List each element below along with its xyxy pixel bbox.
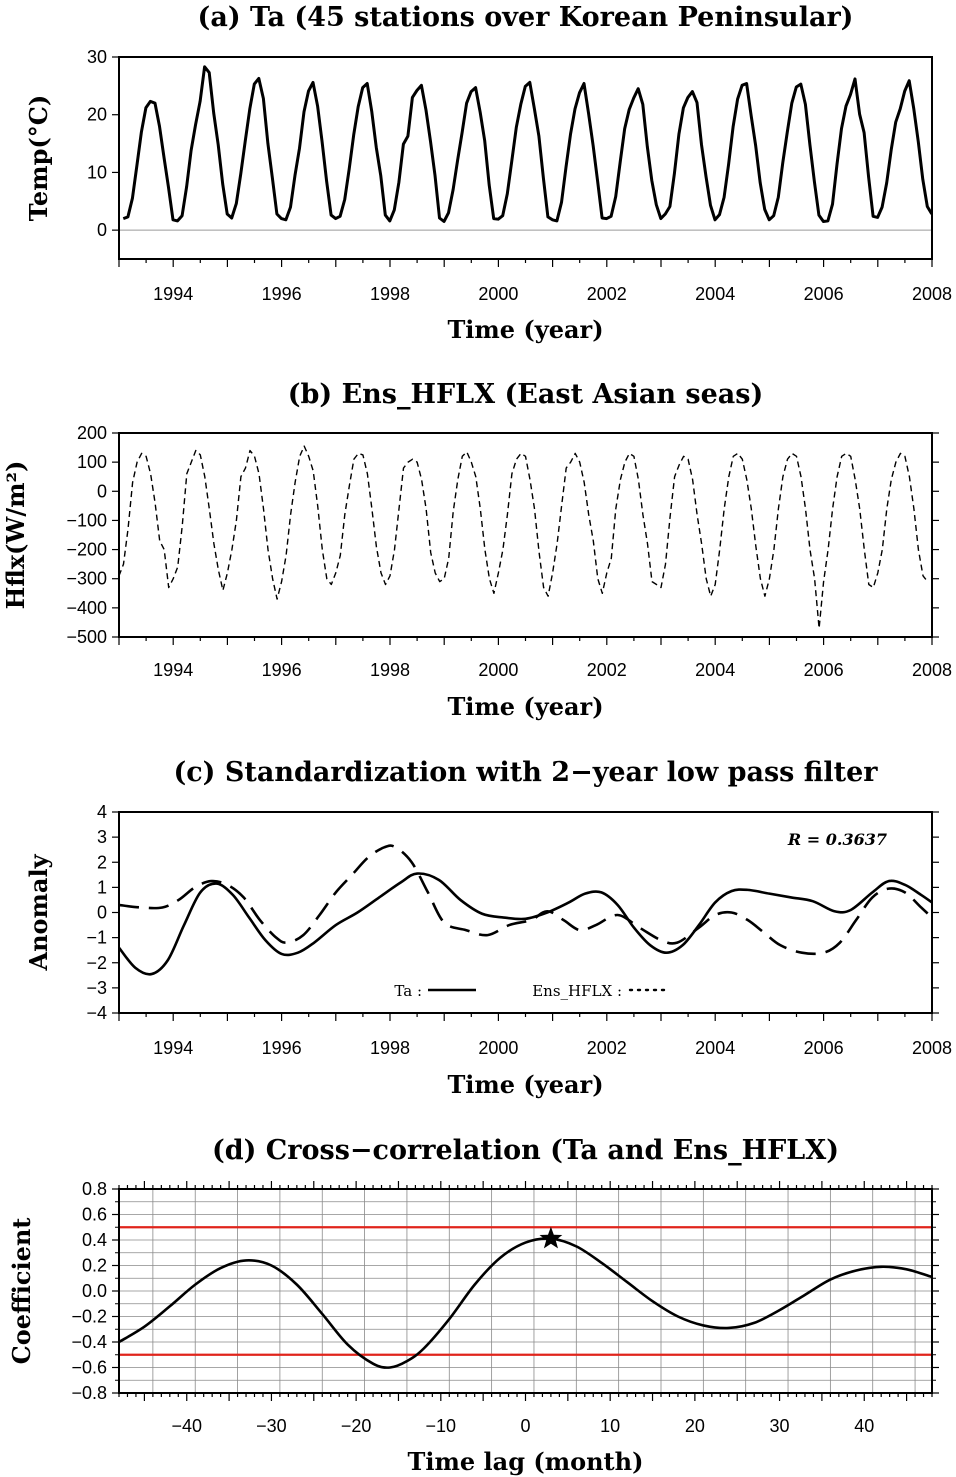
x-tick-label: 10	[600, 1416, 620, 1436]
series-line-ens-hflx	[118, 445, 929, 629]
x-tick-label: 2004	[695, 1038, 735, 1058]
y-tick-label: −2	[86, 953, 107, 973]
y-tick-label: −0.8	[71, 1383, 107, 1403]
plot-frame	[118, 432, 933, 638]
y-tick-label: −0.4	[71, 1332, 107, 1352]
x-tick-label: 20	[685, 1416, 705, 1436]
x-tick-label: 30	[770, 1416, 790, 1436]
correlation-annotation: R = 0.3637	[787, 830, 887, 849]
y-axis-label: Hflx(W/m²)	[1, 461, 30, 610]
x-tick-label: 2006	[804, 1038, 844, 1058]
x-tick-label: 1996	[262, 1038, 302, 1058]
x-tick-label: 2004	[695, 660, 735, 680]
x-tick-label: 1994	[153, 284, 193, 304]
panel-d: (d) Cross−correlation (Ta and Ens_HFLX) −…	[7, 1135, 939, 1476]
chart-title: (a) Ta (45 stations over Korean Peninsul…	[198, 2, 854, 33]
y-tick-label: 0.0	[82, 1281, 107, 1301]
x-tick-label: 2002	[587, 284, 627, 304]
x-axis-label: Time lag (month)	[408, 1447, 644, 1476]
x-tick-label: 1998	[370, 1038, 410, 1058]
legend-label-ta: Ta :	[394, 982, 422, 1000]
plot-frame	[118, 56, 933, 260]
x-axis-label: Time (year)	[447, 315, 603, 344]
x-tick-label: −30	[256, 1416, 287, 1436]
panel-a: (a) Ta (45 stations over Korean Peninsul…	[24, 2, 952, 344]
x-tick-label: 1994	[153, 1038, 193, 1058]
chart-title: (d) Cross−correlation (Ta and Ens_HFLX)	[212, 1135, 839, 1166]
y-tick-label: 0	[97, 481, 107, 501]
x-tick-label: 2000	[478, 284, 518, 304]
plot-frame	[118, 1188, 933, 1394]
plot-frame	[118, 811, 933, 1014]
y-tick-label: 0.6	[82, 1205, 107, 1225]
y-tick-label: −400	[66, 598, 107, 618]
x-tick-label: 1996	[262, 660, 302, 680]
x-tick-label: 1998	[370, 284, 410, 304]
x-tick-label: 2002	[587, 660, 627, 680]
y-tick-label: 1	[97, 877, 107, 897]
y-tick-label: 3	[97, 827, 107, 847]
y-tick-label: −3	[86, 978, 107, 998]
x-tick-label: 2006	[804, 284, 844, 304]
chart-title: (b) Ens_HFLX (East Asian seas)	[288, 379, 763, 410]
panel-c: (c) Standardization with 2−year low pass…	[24, 757, 952, 1099]
x-tick-label: −10	[426, 1416, 457, 1436]
x-tick-label: −20	[341, 1416, 372, 1436]
y-tick-label: 30	[87, 47, 107, 67]
series-line-ta	[117, 872, 933, 976]
y-axis-label: Anomaly	[24, 853, 53, 971]
x-tick-label: 2006	[804, 660, 844, 680]
x-tick-label: 2008	[912, 1038, 952, 1058]
y-tick-label: −4	[86, 1003, 107, 1023]
y-axis-label: Temp(°C)	[24, 95, 53, 221]
y-tick-label: −0.2	[71, 1307, 107, 1327]
chart-title: (c) Standardization with 2−year low pass…	[173, 757, 878, 788]
y-tick-label: 0.4	[82, 1230, 107, 1250]
x-tick-label: 2000	[478, 660, 518, 680]
y-tick-label: −1	[86, 928, 107, 948]
legend-label-ens-hflx: Ens_HFLX :	[532, 982, 622, 1000]
y-tick-label: 0.2	[82, 1256, 107, 1276]
panel-b: (b) Ens_HFLX (East Asian seas) 1994 1996 19…	[1, 379, 952, 721]
x-tick-label: 2002	[587, 1038, 627, 1058]
x-tick-label: 40	[854, 1416, 874, 1436]
x-tick-label: 1998	[370, 660, 410, 680]
y-tick-label: −500	[66, 627, 107, 647]
x-tick-label: −40	[171, 1416, 202, 1436]
y-axis-label: Coefficient	[7, 1218, 36, 1365]
y-tick-label: 100	[77, 452, 107, 472]
x-axis-label: Time (year)	[447, 1070, 603, 1099]
x-axis-label: Time (year)	[447, 692, 603, 721]
x-tick-label: 2008	[912, 660, 952, 680]
series-line-ens-hflx	[118, 844, 933, 956]
y-tick-label: 20	[87, 105, 107, 125]
y-tick-label: 4	[97, 802, 107, 822]
y-tick-label: 0	[97, 220, 107, 240]
y-tick-label: −100	[66, 510, 107, 530]
y-tick-label: −0.6	[71, 1358, 107, 1378]
x-tick-label: 2008	[912, 284, 952, 304]
y-tick-label: 0.8	[82, 1179, 107, 1199]
peak-star-marker	[539, 1226, 563, 1249]
x-tick-label: 2004	[695, 284, 735, 304]
x-tick-label: 1994	[153, 660, 193, 680]
y-tick-label: 2	[97, 852, 107, 872]
series-line-ta	[122, 65, 934, 223]
y-tick-label: 10	[87, 162, 107, 182]
x-tick-label: 0	[520, 1416, 530, 1436]
y-tick-label: 200	[77, 423, 107, 443]
series-line-cross-correlation	[118, 1237, 933, 1369]
y-tick-label: 0	[97, 903, 107, 923]
x-tick-label: 1996	[262, 284, 302, 304]
y-tick-label: −300	[66, 569, 107, 589]
y-tick-label: −200	[66, 540, 107, 560]
x-tick-label: 2000	[478, 1038, 518, 1058]
